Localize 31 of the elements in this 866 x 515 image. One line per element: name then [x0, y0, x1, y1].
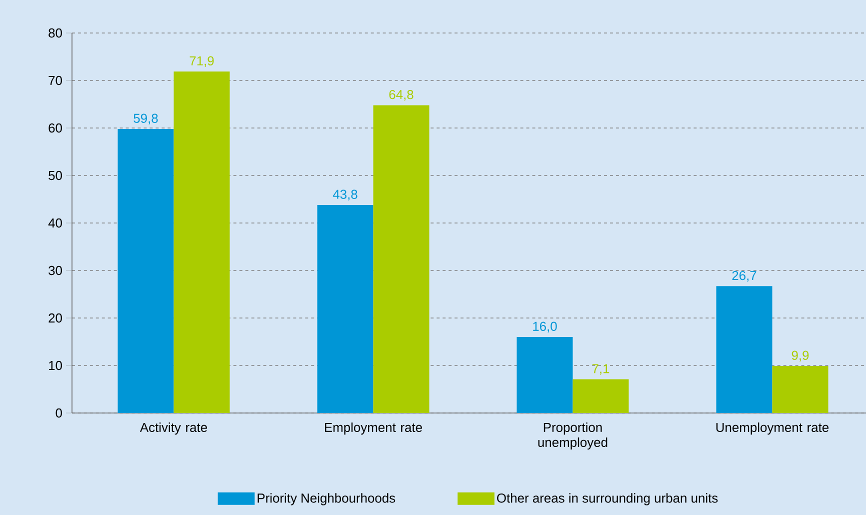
bar [118, 128, 174, 413]
y-tick-label: 60 [48, 123, 62, 133]
data-label: 71,9 [190, 56, 214, 67]
legend-label: Other areas in surrounding urban units [497, 493, 718, 506]
bar [716, 286, 772, 413]
legend-label: Priority Neighbourhoods [258, 493, 396, 506]
bar [572, 379, 629, 413]
y-tick-label: 10 [49, 360, 62, 370]
y-tick-label: 30 [48, 266, 62, 276]
data-label: 9,9 [792, 350, 809, 362]
data-label: 43,8 [332, 190, 358, 200]
bar [373, 105, 430, 413]
data-label: 16,0 [533, 322, 557, 332]
x-tick-label: Unemployment rate [716, 422, 829, 435]
x-tick-label: Proportion unemployed [538, 422, 608, 450]
bar [174, 71, 230, 413]
y-tick-label: 20 [48, 313, 62, 323]
y-tick-label: 50 [48, 170, 62, 180]
x-tick-label: Activity rate [140, 422, 207, 435]
y-tick-label: 80 [48, 28, 62, 38]
data-label: 64,8 [389, 90, 414, 101]
bar [317, 204, 374, 413]
y-tick-label: 40 [48, 218, 62, 228]
y-tick-label: 70 [48, 76, 62, 86]
data-label: 26,7 [732, 270, 756, 282]
data-label: 59,8 [134, 114, 158, 124]
y-tick-label: 0 [56, 408, 62, 418]
x-tick-label: Employment rate [325, 422, 422, 435]
bar [772, 366, 828, 413]
bar [516, 337, 573, 413]
data-label: 7,1 [592, 364, 610, 375]
